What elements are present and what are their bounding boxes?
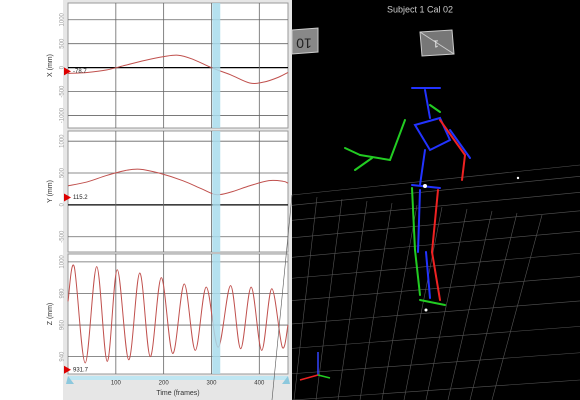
plot-area [67, 2, 289, 129]
y-tick-label: -1000 [60, 107, 66, 123]
floor-line [381, 204, 418, 400]
y-tick-label: 0 [60, 65, 66, 69]
current-value-label: 115.2 [73, 195, 88, 201]
data-line [67, 54, 289, 84]
floor-line [271, 194, 293, 400]
floor-line [403, 206, 443, 400]
y-tick-label: 1000 [60, 12, 66, 26]
time-cursor [212, 131, 221, 252]
data-line [67, 168, 289, 196]
axis-y [317, 374, 331, 379]
axis-x [299, 374, 319, 381]
y-tick-label: 500 [60, 38, 66, 49]
y-axis-label: Z (mm) [47, 303, 54, 326]
floor-line [291, 210, 580, 239]
floor-line [315, 198, 343, 400]
y-tick-label: -500 [60, 230, 66, 243]
bone [389, 119, 406, 161]
bone [419, 149, 426, 186]
bone [354, 157, 373, 171]
current-value-label: 931.7 [73, 367, 89, 373]
current-value-marker [64, 67, 71, 76]
current-value-marker [64, 193, 71, 202]
bone [449, 129, 471, 159]
bone [413, 116, 452, 152]
viewport-title: Subject 1 Cal 02 [387, 4, 453, 14]
x-tick-label: 300 [206, 381, 217, 387]
marker [516, 176, 520, 180]
bone [419, 299, 446, 306]
timeline-end [282, 376, 290, 384]
skeleton [344, 87, 520, 312]
y-tick-label: 980 [60, 288, 66, 299]
bone [461, 154, 466, 181]
floor-line [291, 352, 580, 375]
axes-gizmo [299, 352, 331, 381]
floor-line [291, 326, 580, 349]
marker [424, 308, 428, 312]
floor-line [291, 276, 580, 301]
bone [431, 251, 441, 301]
y-tick-label: 960 [60, 319, 66, 330]
floor-line [291, 252, 580, 279]
timeline-start [66, 376, 74, 384]
plot-area [67, 253, 289, 375]
data-line [67, 264, 289, 364]
camera-edge [419, 31, 455, 55]
y-tick-label: 1000 [60, 134, 66, 148]
marker [423, 184, 427, 188]
bone [414, 249, 421, 296]
bone [424, 89, 431, 119]
floor-line [337, 200, 368, 400]
floor-line [469, 212, 518, 400]
camera: 1 [419, 29, 455, 57]
y-tick-label: 1000 [60, 255, 66, 269]
floor-line [291, 164, 580, 196]
viewport [292, 0, 580, 400]
floor-line [291, 300, 580, 325]
camera-box [291, 27, 319, 55]
bone [411, 187, 416, 251]
bone [425, 251, 431, 299]
time-cursor [212, 254, 221, 374]
x-tick-label: 400 [254, 381, 265, 387]
floor-line [359, 202, 393, 400]
plot-area [67, 130, 289, 253]
floor-line [447, 210, 493, 400]
y-tick-label: 500 [60, 167, 66, 178]
bone [417, 189, 421, 253]
current-value-label: -78.7 [73, 69, 87, 75]
y-tick-label: 0 [60, 203, 66, 207]
floor-line [291, 175, 580, 206]
camera: 10 [291, 27, 319, 55]
timeline-bar [68, 376, 288, 380]
camera-label: 10 [296, 35, 312, 51]
x-tick-label: 200 [159, 381, 170, 387]
x-axis-label: Time (frames) [156, 390, 199, 397]
floor-line [491, 214, 543, 400]
floor-line [291, 230, 580, 258]
time-cursor [212, 3, 221, 128]
floor-line [291, 379, 580, 400]
floor-line [293, 196, 318, 400]
bone [439, 119, 466, 156]
y-axis-label: X (mm) [47, 54, 54, 77]
bone [431, 189, 439, 253]
y-tick-label: -500 [60, 85, 66, 98]
y-axis-label: Y (mm) [47, 180, 54, 203]
floor-line [425, 208, 468, 400]
bone [359, 154, 391, 161]
bone [429, 104, 441, 113]
current-value-marker [64, 365, 71, 374]
y-tick-label: 940 [60, 351, 66, 362]
x-tick-label: 100 [111, 381, 122, 387]
camera-label: 1 [433, 37, 439, 48]
bone [344, 147, 361, 156]
